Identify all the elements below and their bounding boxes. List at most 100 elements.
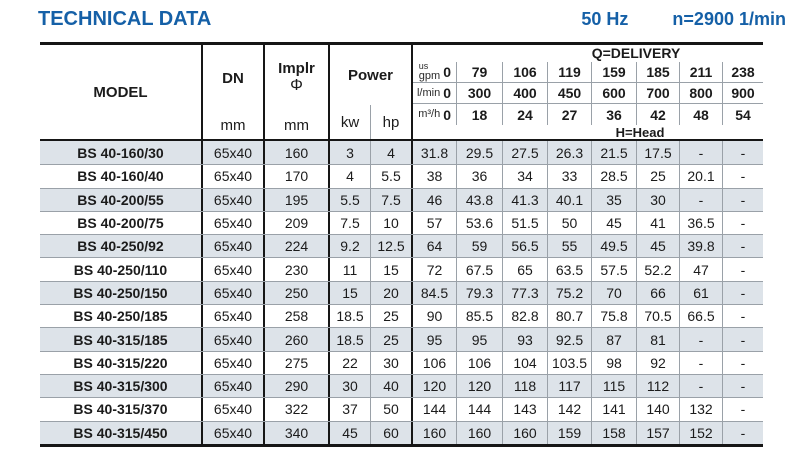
power-kw-cell: 30 bbox=[330, 374, 371, 398]
impeller-cell: 224 bbox=[265, 235, 330, 258]
flow-unit-label: l/min bbox=[416, 86, 441, 99]
power-kw-cell: 9.2 bbox=[330, 235, 371, 258]
head-value-cell: 28.5 bbox=[592, 165, 637, 188]
head-value-cell: 118 bbox=[503, 374, 548, 398]
model-cell: BS 40-315/220 bbox=[40, 351, 203, 374]
head-value-cell: 35 bbox=[592, 188, 637, 211]
head-value-cell: 61 bbox=[680, 281, 723, 305]
power-unit-hp: hp bbox=[382, 113, 400, 131]
head-value-cell: 81 bbox=[637, 328, 680, 351]
delivery-value: 600 bbox=[602, 85, 626, 101]
head-value-cell: 70.5 bbox=[637, 305, 680, 328]
power-kw-cell: 22 bbox=[330, 351, 371, 374]
head-value-cell: 92 bbox=[637, 351, 680, 374]
flow-unit-sup: us bbox=[418, 61, 429, 71]
delivery-value-cell: 450 bbox=[548, 83, 592, 103]
dn-cell: 65x40 bbox=[203, 188, 265, 211]
head-value-cell: - bbox=[740, 331, 746, 348]
impeller-header-label: Implr Φ bbox=[265, 45, 328, 111]
delivery-value: 0 bbox=[443, 85, 451, 101]
power-units-row: kw hp bbox=[330, 105, 411, 139]
head-value-cell: - bbox=[740, 401, 746, 418]
dn-cell: 65x40 bbox=[203, 398, 265, 421]
head-value-cell: - bbox=[740, 378, 746, 395]
table-header: MODEL DN mm Implr Φ mm Power kw hp bbox=[40, 42, 763, 141]
head-value-cell: 84.5 bbox=[413, 281, 457, 305]
delivery-flow-row: us gpm 0 79 106 119 159 185 211 238 bbox=[413, 62, 763, 83]
technical-data-table: MODEL DN mm Implr Φ mm Power kw hp bbox=[40, 42, 763, 447]
head-value-cell: - bbox=[680, 374, 723, 398]
head-value-cell: 142 bbox=[548, 398, 592, 421]
head-value-cell: - bbox=[740, 308, 746, 325]
head-value-cell: 141 bbox=[592, 398, 637, 421]
delivery-value-cell: 79 bbox=[457, 62, 503, 82]
delivery-value-cell: 600 bbox=[592, 83, 637, 103]
delivery-value-cell: 700 bbox=[637, 83, 680, 103]
head-value-cell: 160 bbox=[503, 421, 548, 444]
power-hp-cell: 25 bbox=[371, 305, 413, 328]
power-kw-cell: 18.5 bbox=[330, 305, 371, 328]
delivery-value-cell: 36 bbox=[592, 104, 637, 125]
head-value-cell: 72 bbox=[413, 258, 457, 281]
head-value-cell: 55 bbox=[548, 235, 592, 258]
head-value-cell: 103.5 bbox=[548, 351, 592, 374]
power-kw-cell: 37 bbox=[330, 398, 371, 421]
head-value-cell: 159 bbox=[548, 421, 592, 444]
flow-unit-main: l/min bbox=[416, 86, 441, 99]
head-value-cell: 160 bbox=[457, 421, 503, 444]
head-value-cell: 120 bbox=[457, 374, 503, 398]
head-value-cell: - bbox=[740, 191, 746, 208]
head-value-cell: 95 bbox=[413, 328, 457, 351]
head-value-cell: 75.8 bbox=[592, 305, 637, 328]
topbar: TECHNICAL DATA 50 Hz n=2900 1/min bbox=[38, 8, 786, 31]
impeller-unit-label: mm bbox=[284, 116, 309, 134]
speed-value: n=2900 1/min bbox=[672, 9, 786, 29]
head-value-cell: 29.5 bbox=[457, 141, 503, 165]
delivery-value-cell: m³/h 0 bbox=[413, 104, 457, 125]
power-hp-cell: 25 bbox=[371, 328, 413, 351]
head-value-cell: 95 bbox=[457, 328, 503, 351]
head-value-cell: 43.8 bbox=[457, 188, 503, 211]
table-row: BS 40-315/300 65x40 290 30 40 120 120 118 117 115… bbox=[40, 373, 763, 398]
operating-specs: 50 Hz n=2900 1/min bbox=[581, 9, 786, 30]
power-kw-cell: 15 bbox=[330, 281, 371, 305]
head-value-cell: 45 bbox=[637, 235, 680, 258]
impeller-word: Implr bbox=[278, 60, 315, 78]
head-value-cell: 39.8 bbox=[680, 235, 723, 258]
impeller-cell: 290 bbox=[265, 374, 330, 398]
table-row: BS 40-315/450 65x40 340 45 60 160 160 160 159 158… bbox=[40, 420, 763, 444]
delivery-value: 450 bbox=[557, 85, 582, 101]
delivery-value: 42 bbox=[650, 106, 666, 123]
model-cell: BS 40-250/185 bbox=[40, 305, 203, 328]
head-value-cell: 115 bbox=[592, 374, 637, 398]
delivery-value: 211 bbox=[689, 64, 713, 80]
delivery-value: 119 bbox=[558, 64, 581, 80]
head-value-cell: 36 bbox=[457, 165, 503, 188]
head-value-cell: 50 bbox=[548, 211, 592, 235]
power-kw-cell: 4 bbox=[330, 165, 371, 188]
impeller-cell: 340 bbox=[265, 421, 330, 444]
head-value-cell: 31.8 bbox=[413, 141, 457, 165]
delivery-value-cell: us gpm 0 bbox=[413, 62, 457, 82]
dn-header-label: DN bbox=[222, 69, 244, 87]
delivery-value: 18 bbox=[471, 106, 488, 123]
impeller-cell: 275 bbox=[265, 351, 330, 374]
delivery-value-cell: l/min 0 bbox=[413, 83, 457, 103]
delivery-value-cell: 211 bbox=[680, 62, 723, 82]
power-kw-cell: 11 bbox=[330, 258, 371, 281]
model-cell: BS 40-160/30 bbox=[40, 141, 203, 165]
delivery-value: 238 bbox=[731, 64, 755, 80]
dn-cell: 65x40 bbox=[203, 305, 265, 328]
head-value-cell: 21.5 bbox=[592, 141, 637, 165]
head-value-cell: 160 bbox=[413, 421, 457, 444]
table-body: BS 40-160/30 65x40 160 3 4 31.8 29.5 27.5 26.3 21… bbox=[40, 141, 763, 447]
head-value-cell: 66.5 bbox=[680, 305, 723, 328]
head-value-cell: 51.5 bbox=[503, 211, 548, 235]
flow-unit-main: m³/h bbox=[418, 108, 441, 120]
head-value-cell: 52.2 bbox=[637, 258, 680, 281]
head-value-cell: 66 bbox=[637, 281, 680, 305]
table-row: BS 40-250/92 65x40 224 9.2 12.5 64 59 56.5 55 49.… bbox=[40, 234, 763, 258]
head-value-cell: 90 bbox=[413, 305, 457, 328]
impeller-cell: 250 bbox=[265, 281, 330, 305]
